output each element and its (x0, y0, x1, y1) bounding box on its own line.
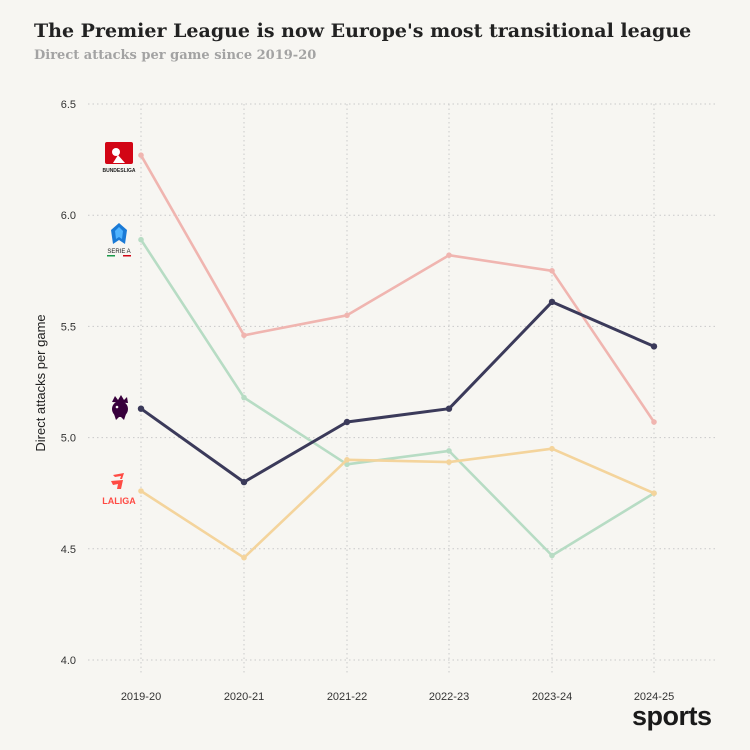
premier-league-lion-logo (112, 395, 128, 420)
data-point-laliga (446, 459, 452, 465)
data-point-premier_league (240, 478, 248, 486)
data-point-bundesliga (138, 152, 144, 158)
bundesliga-logo: BUNDESLIGA (102, 142, 136, 174)
series-lines (137, 152, 658, 561)
data-point-serie_a (241, 394, 247, 401)
series-line-laliga (139, 447, 656, 560)
chart-title: The Premier League is now Europe's most … (34, 20, 692, 42)
data-point-bundesliga (651, 419, 657, 425)
grid-lines (88, 103, 716, 674)
y-tick-label: 4.0 (61, 655, 76, 667)
data-point-laliga (344, 457, 350, 463)
series-line-serie_a (139, 238, 656, 557)
axis-labels: Direct attacks per game 4.0 4.5 5.0 5.5 6.0 6… (33, 99, 674, 703)
series-line-bundesliga (139, 153, 656, 424)
data-point-premier_league (137, 405, 145, 412)
data-point-premier_league (445, 405, 453, 412)
chart-subtitle: Direct attacks per game since 2019-20 (34, 48, 317, 63)
y-tick-label: 4.5 (61, 544, 76, 556)
y-tick-label: 5.0 (61, 433, 76, 445)
serie-a-logo: SERIE A (107, 223, 131, 257)
x-tick-label: 2019-20 (121, 691, 161, 703)
data-point-laliga (138, 488, 144, 494)
x-tick-label: 2022-23 (429, 691, 469, 703)
y-tick-label: 6.0 (61, 210, 76, 222)
data-point-laliga (241, 554, 247, 561)
serie-a-logo-text: SERIE A (107, 249, 130, 255)
y-axis-label: Direct attacks per game (33, 314, 48, 451)
data-point-laliga (549, 445, 555, 452)
x-tick-label: 2023-24 (532, 691, 572, 703)
brand-logo: sports (632, 701, 712, 731)
data-point-premier_league (650, 343, 658, 350)
laliga-logo: LALIGA (102, 473, 136, 506)
data-point-bundesliga (344, 312, 350, 319)
data-point-laliga (651, 490, 657, 497)
y-tick-label: 5.5 (61, 321, 76, 333)
data-point-premier_league (548, 298, 556, 306)
data-point-serie_a (446, 448, 452, 454)
x-tick-label: 2020-21 (224, 691, 264, 703)
data-point-bundesliga (446, 252, 452, 258)
data-point-bundesliga (241, 332, 247, 339)
bundesliga-logo-text: BUNDESLIGA (102, 168, 135, 174)
x-tick-label: 2021-22 (327, 691, 367, 703)
data-point-bundesliga (549, 268, 555, 274)
data-point-serie_a (549, 552, 555, 559)
data-point-serie_a (138, 236, 144, 243)
y-tick-label: 6.5 (61, 99, 76, 111)
x-tick-label: 2024-25 (634, 691, 674, 703)
laliga-logo-text: LALIGA (102, 496, 136, 506)
series-line-premier_league (139, 300, 656, 484)
data-point-premier_league (343, 418, 351, 426)
